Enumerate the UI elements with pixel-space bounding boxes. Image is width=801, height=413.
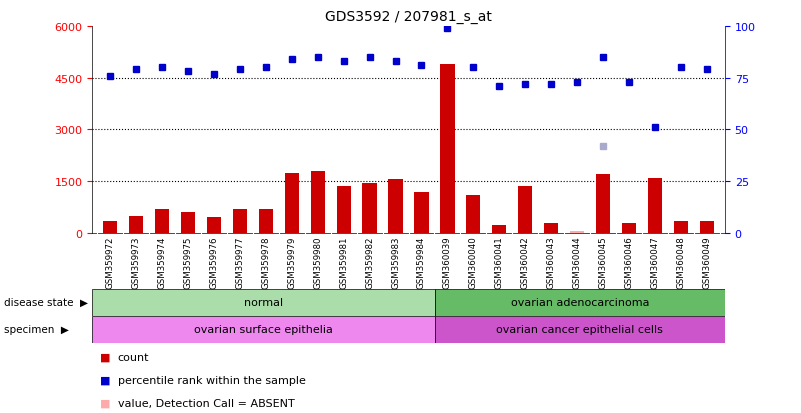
Text: GSM359982: GSM359982 — [365, 236, 374, 289]
Text: ovarian cancer epithelial cells: ovarian cancer epithelial cells — [497, 324, 663, 335]
Bar — [388, 180, 403, 233]
Bar — [207, 218, 221, 233]
Text: ■: ■ — [100, 375, 111, 385]
Text: specimen  ▶: specimen ▶ — [4, 324, 69, 335]
Text: value, Detection Call = ABSENT: value, Detection Call = ABSENT — [118, 398, 295, 408]
Text: GSM360041: GSM360041 — [495, 236, 504, 289]
Text: GSM359973: GSM359973 — [131, 236, 141, 289]
Bar — [103, 221, 118, 233]
Text: GSM360043: GSM360043 — [546, 236, 556, 289]
Bar — [284, 173, 299, 233]
Bar — [544, 224, 558, 233]
Bar — [441, 65, 454, 233]
Bar — [435, 289, 725, 316]
Text: GSM359981: GSM359981 — [339, 236, 348, 289]
Text: GSM359974: GSM359974 — [158, 236, 167, 289]
Bar — [92, 316, 435, 343]
Bar — [466, 195, 481, 233]
Bar — [492, 225, 506, 233]
Bar — [92, 289, 435, 316]
Text: GSM359978: GSM359978 — [261, 236, 271, 289]
Bar — [674, 221, 688, 233]
Text: GSM360039: GSM360039 — [443, 236, 452, 289]
Text: GSM360047: GSM360047 — [650, 236, 659, 289]
Bar — [570, 232, 584, 233]
Text: GSM359980: GSM359980 — [313, 236, 322, 289]
Text: ■: ■ — [100, 398, 111, 408]
Text: normal: normal — [244, 297, 283, 308]
Text: disease state  ▶: disease state ▶ — [4, 297, 88, 308]
Text: ■: ■ — [100, 352, 111, 362]
Bar — [648, 178, 662, 233]
Text: GSM359979: GSM359979 — [288, 236, 296, 288]
Bar — [414, 192, 429, 233]
Text: ovarian adenocarcinoma: ovarian adenocarcinoma — [511, 297, 649, 308]
Bar — [336, 187, 351, 233]
Text: GSM359984: GSM359984 — [417, 236, 426, 289]
Text: ovarian surface epithelia: ovarian surface epithelia — [194, 324, 333, 335]
Bar — [518, 187, 533, 233]
Text: GSM360046: GSM360046 — [625, 236, 634, 289]
Text: GSM360040: GSM360040 — [469, 236, 478, 289]
Text: GSM359972: GSM359972 — [106, 236, 115, 289]
Bar — [699, 221, 714, 233]
Bar — [259, 209, 273, 233]
Bar — [129, 216, 143, 233]
Bar — [596, 175, 610, 233]
Text: percentile rank within the sample: percentile rank within the sample — [118, 375, 306, 385]
Text: GSM360048: GSM360048 — [676, 236, 686, 289]
Bar — [363, 183, 376, 233]
Bar — [233, 209, 247, 233]
Title: GDS3592 / 207981_s_at: GDS3592 / 207981_s_at — [325, 10, 492, 24]
Text: count: count — [118, 352, 149, 362]
Bar — [181, 213, 195, 233]
Bar — [622, 224, 636, 233]
Text: GSM360044: GSM360044 — [573, 236, 582, 289]
Bar — [311, 171, 325, 233]
Bar — [155, 209, 169, 233]
Text: GSM359983: GSM359983 — [391, 236, 400, 289]
Text: GSM359977: GSM359977 — [235, 236, 244, 289]
Text: GSM360042: GSM360042 — [521, 236, 529, 289]
Text: GSM359975: GSM359975 — [183, 236, 192, 289]
Text: GSM360049: GSM360049 — [702, 236, 711, 289]
Bar — [435, 316, 725, 343]
Text: GSM359976: GSM359976 — [210, 236, 219, 289]
Text: GSM360045: GSM360045 — [598, 236, 607, 289]
